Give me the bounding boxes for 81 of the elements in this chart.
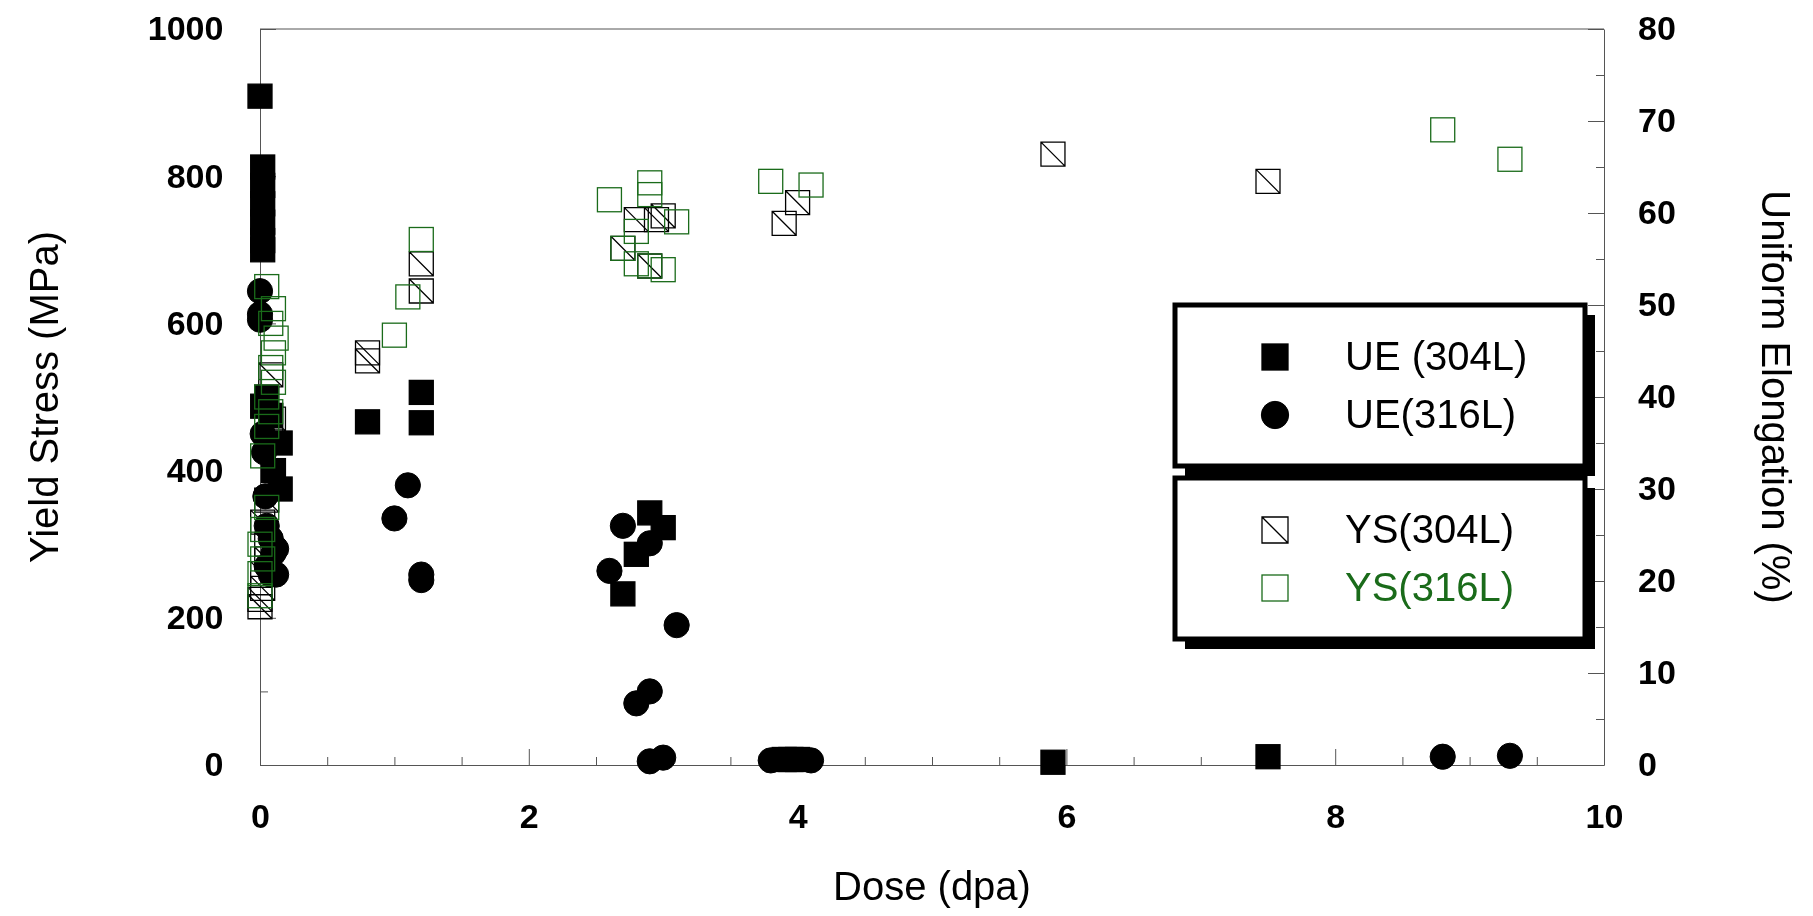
y-tick-label: 200 xyxy=(166,598,224,637)
point xyxy=(247,83,273,109)
point xyxy=(609,512,636,539)
point xyxy=(650,203,676,229)
point xyxy=(650,257,676,283)
point xyxy=(408,278,434,304)
point xyxy=(1429,743,1456,770)
point xyxy=(596,557,623,584)
point xyxy=(258,354,284,381)
y-tick-label: 800 xyxy=(166,156,224,195)
y2-tick-label: 30 xyxy=(1638,469,1676,508)
point xyxy=(1496,742,1524,769)
point xyxy=(263,325,289,351)
point xyxy=(637,181,663,208)
y2-tick-label: 80 xyxy=(1638,9,1676,48)
y2-tick-label: 70 xyxy=(1638,101,1676,140)
point xyxy=(354,348,381,374)
point xyxy=(1255,744,1281,770)
y2-axis-title: Uniform Elongation (%) xyxy=(1754,190,1798,604)
y-tick-label: 400 xyxy=(166,450,224,489)
point xyxy=(395,284,421,310)
y-tick-label: 0 xyxy=(204,745,224,784)
y2-tick-label: 0 xyxy=(1638,745,1657,784)
point xyxy=(623,206,649,233)
point xyxy=(596,187,623,213)
point xyxy=(636,530,663,557)
point xyxy=(1255,168,1281,194)
legend-label: YS(316L) xyxy=(1345,565,1514,609)
point xyxy=(1040,749,1066,775)
y2-tick-label: 40 xyxy=(1638,377,1676,416)
point xyxy=(250,575,276,602)
point xyxy=(798,172,824,198)
point xyxy=(636,678,663,705)
point xyxy=(250,237,276,263)
legend-label: UE(316L) xyxy=(1345,392,1517,436)
point xyxy=(643,206,670,233)
point xyxy=(381,505,408,532)
x-axis-title: Dose (dpa) xyxy=(833,864,1031,908)
x-tick-label: 10 xyxy=(1585,797,1624,836)
point xyxy=(758,168,784,194)
y2-tick-label: 20 xyxy=(1638,561,1676,600)
point xyxy=(254,273,280,300)
point xyxy=(408,410,434,436)
point xyxy=(354,340,381,366)
point xyxy=(610,581,636,607)
y2-tick-label: 50 xyxy=(1638,285,1676,324)
point xyxy=(623,218,649,245)
point xyxy=(1040,141,1066,167)
point xyxy=(247,531,273,557)
x-tick-label: 0 xyxy=(251,797,270,836)
point xyxy=(623,251,649,277)
legend-label: UE (304L) xyxy=(1345,334,1528,378)
point xyxy=(394,472,421,499)
y2-tick-label: 10 xyxy=(1638,653,1676,692)
y-tick-label: 600 xyxy=(166,303,224,342)
point xyxy=(771,210,797,236)
point xyxy=(260,296,287,322)
point xyxy=(650,744,677,771)
x-tick-label: 8 xyxy=(1326,797,1346,836)
y-axis-title: Yield Stress (MPa) xyxy=(22,231,66,563)
point xyxy=(1430,117,1456,143)
y2-tick-label: 60 xyxy=(1638,193,1676,232)
point xyxy=(663,612,690,639)
point xyxy=(637,170,663,196)
point xyxy=(260,369,287,395)
point xyxy=(254,413,280,440)
x-tick-label: 2 xyxy=(519,797,539,836)
point xyxy=(408,226,434,253)
point xyxy=(354,409,381,435)
point xyxy=(408,379,434,406)
point xyxy=(784,190,811,216)
y-tick-label: 1000 xyxy=(147,9,224,48)
point xyxy=(260,340,287,366)
point xyxy=(254,494,280,521)
x-tick-label: 6 xyxy=(1057,797,1077,836)
legend-label: YS(304L) xyxy=(1345,507,1514,551)
point xyxy=(381,322,408,348)
point xyxy=(663,209,690,235)
x-tick-label: 4 xyxy=(788,797,808,836)
point xyxy=(258,310,284,337)
point xyxy=(1497,146,1523,172)
